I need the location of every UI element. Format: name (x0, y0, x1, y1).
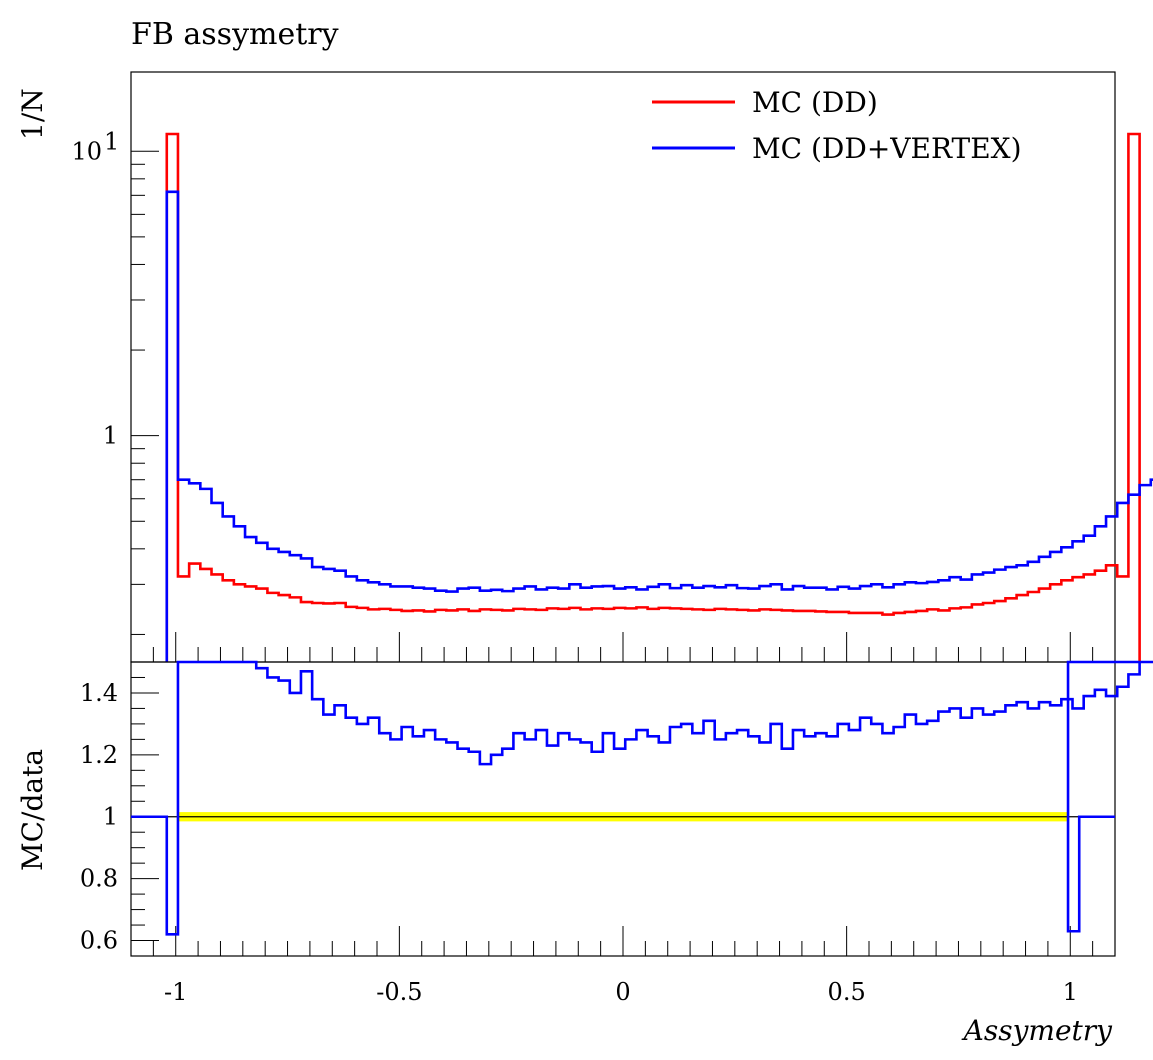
main-y-tick-labels: 110 1 (71, 127, 119, 449)
ratio-y-tick-label: 1 (103, 803, 118, 831)
ratio-tick-marks (130, 661, 1116, 957)
x-tick-label: -1 (164, 978, 187, 1006)
ratio-series-group (131, 660, 1153, 936)
main-tick-marks (130, 150, 1116, 662)
ratio-y-axis-title: MC/data (16, 749, 49, 871)
ratio-y-tick-labels: 0.6 0.8 1 1.2 1.4 (80, 679, 118, 955)
ratio-y-tick-label: 0.8 (80, 865, 118, 893)
chart-title: FB assymetry (131, 17, 339, 52)
legend-label-mc-dd-vertex: MC (DD+VERTEX) (752, 132, 1022, 165)
x-tick-label: 1 (1063, 978, 1078, 1006)
ratio-uncertainty-band (131, 812, 1115, 822)
main-y-axis-title: 1/N (16, 88, 49, 140)
main-y-tick-label: 1 (103, 422, 118, 450)
ratio-y-tick-label: 1.4 (80, 679, 118, 707)
legend: MC (DD) MC (DD+VERTEX) (652, 86, 1022, 165)
ratio-y-tick-label: 0.6 (80, 927, 118, 955)
main-series-0 (165, 132, 1141, 662)
x-tick-labels: -1 -0.5 0 0.5 1 (164, 978, 1078, 1006)
ratio-series-0 (131, 660, 1153, 936)
ratio-y-tick-label: 1.2 (80, 741, 118, 769)
main-series-group (165, 132, 1153, 662)
x-tick-label: 0.5 (828, 978, 866, 1006)
ratio-plot-frame (130, 661, 1116, 957)
x-axis-title: Assymetry (961, 1014, 1114, 1047)
main-y-tick-label: 10 (71, 137, 102, 165)
legend-label-mc-dd: MC (DD) (752, 86, 878, 119)
x-tick-label: -0.5 (376, 978, 422, 1006)
main-y-tick-exponent: 1 (104, 127, 119, 155)
x-tick-label: 0 (615, 978, 630, 1006)
main-series-1 (165, 190, 1153, 662)
